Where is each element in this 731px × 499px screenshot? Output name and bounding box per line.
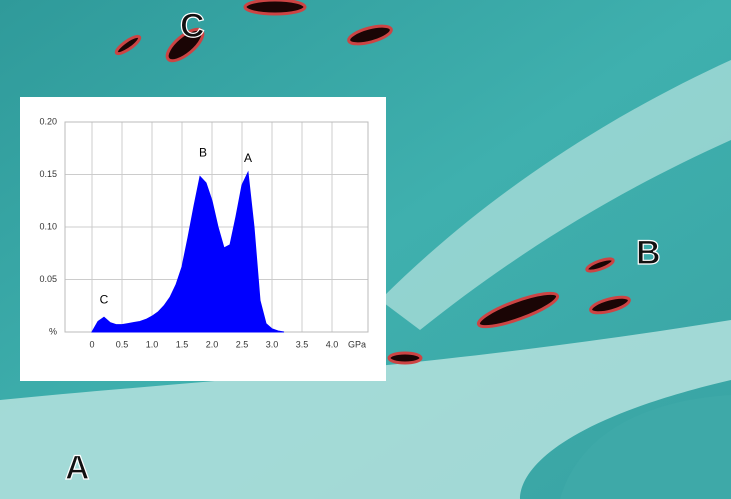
x-tick-label: 3.0 xyxy=(266,339,279,349)
x-unit: GPa xyxy=(348,339,366,349)
y-tick-label: 0.15 xyxy=(39,169,57,179)
area xyxy=(91,170,285,333)
x-tick-label: 1.0 xyxy=(146,339,159,349)
light-band xyxy=(0,320,731,499)
x-tick-label: 0.5 xyxy=(116,339,129,349)
x-tick-label: 3.5 xyxy=(296,339,309,349)
grain xyxy=(560,395,731,499)
x-tick-label: 1.5 xyxy=(176,339,189,349)
chart: % 0.05 0.10 0.15 0.20 0 0.5 1.0 1.5 2.0 2.5 3.0 3.5 4… xyxy=(39,116,369,349)
pores xyxy=(114,0,631,365)
light-band xyxy=(380,60,731,330)
region-label: A xyxy=(65,449,90,487)
annotation: B xyxy=(199,146,207,160)
x-tick-label: 0 xyxy=(89,339,94,349)
annotation: A xyxy=(244,151,252,165)
x-tick-label: 2.0 xyxy=(206,339,219,349)
y-tick-label: % xyxy=(49,326,57,336)
annotation: C xyxy=(100,293,109,307)
y-tick-label: 0.10 xyxy=(39,221,57,231)
x-tick-label: 2.5 xyxy=(236,339,249,349)
x-tick-label: 4.0 xyxy=(326,339,339,349)
y-tick-label: 0.20 xyxy=(39,116,57,126)
region-label: C xyxy=(180,7,205,45)
region-label: B xyxy=(636,234,661,272)
y-tick-label: 0.05 xyxy=(39,274,57,284)
